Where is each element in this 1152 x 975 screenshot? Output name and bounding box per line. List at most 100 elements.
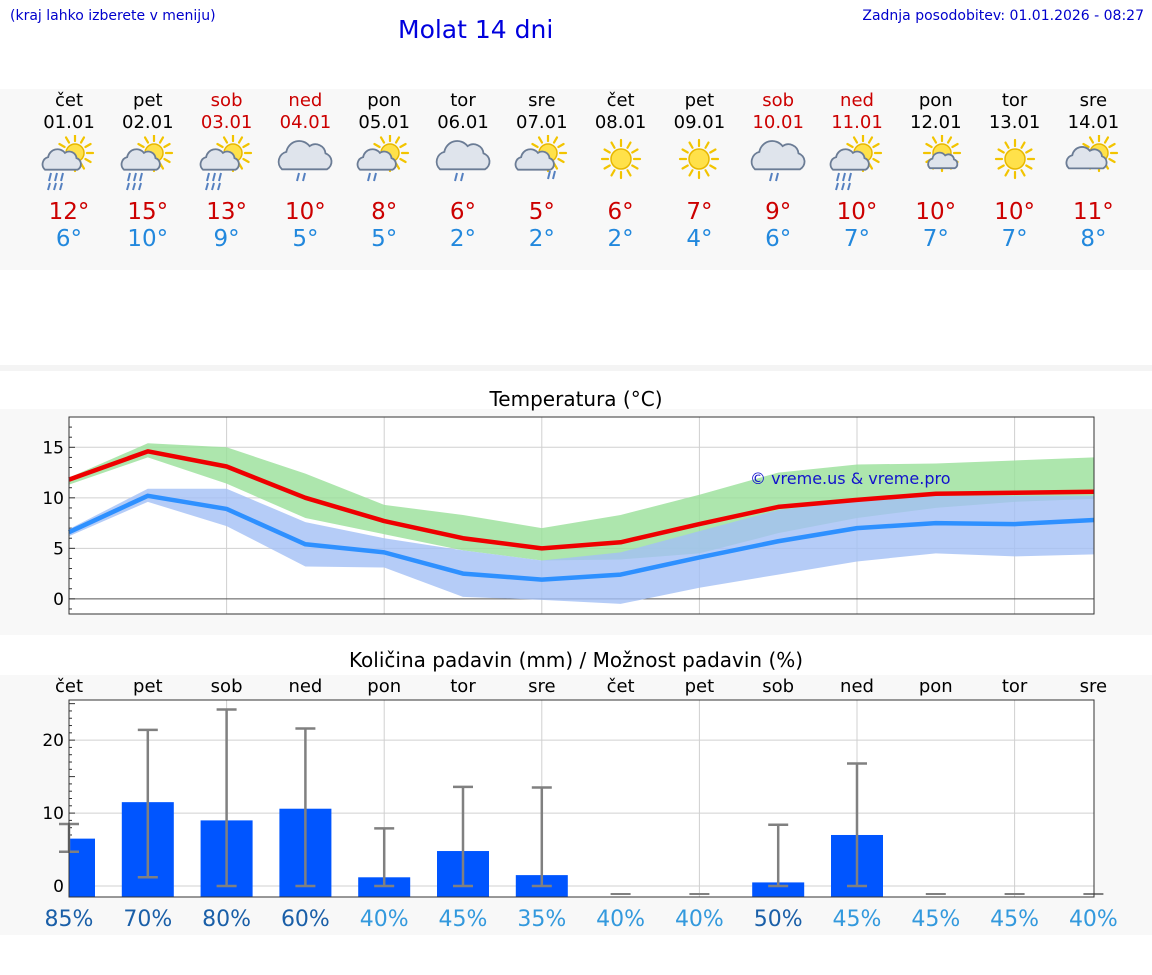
watermark-text: © vreme.us & vreme.pro (750, 469, 951, 488)
day-date: 04.01 (279, 112, 332, 133)
temp-plot-border (68, 416, 1095, 615)
precip-probability-label: 45% (990, 907, 1039, 932)
location-hint-link[interactable]: (kraj lahko izberete v meniju) (10, 8, 216, 24)
precip-probability-label: 40% (1069, 907, 1118, 932)
precip-ytick-label: 20 (42, 731, 64, 751)
precip-day-label: čet (55, 676, 83, 697)
max-temp-band (69, 443, 1094, 561)
day-min-temp: 2° (528, 226, 555, 252)
day-column: čet 08.01 6° 2° (581, 89, 661, 270)
day-min-temp: 4° (686, 226, 713, 252)
sun-icon (679, 138, 720, 180)
precip-probability-label: 60% (281, 907, 330, 932)
section-divider (0, 365, 1152, 371)
day-column: ned 04.01 10° 5° (265, 89, 345, 270)
day-column: sre 07.01 5° 2° (502, 89, 582, 270)
day-min-temp: 7° (1001, 226, 1028, 252)
precip-day-label: tor (450, 676, 476, 697)
day-name: tor (1001, 90, 1028, 111)
day-column: ned 11.01 10° 7° (817, 89, 897, 270)
max-temp-line (68, 449, 1095, 551)
day-column: pon 05.01 8° 5° (344, 89, 424, 270)
day-max-temp: 13° (206, 199, 247, 225)
day-name: sob (210, 90, 243, 111)
precipitation-chart-title: Količina padavin (mm) / Možnost padavin … (348, 648, 804, 672)
day-max-temp: 11° (1073, 199, 1114, 225)
day-min-temp: 10° (127, 226, 169, 252)
precip-day-label: sre (1080, 676, 1107, 697)
day-column: tor 06.01 6° 2° (423, 89, 503, 270)
day-max-temp: 6° (449, 199, 477, 225)
cloud-rain-icon (278, 140, 333, 182)
day-max-temp: 10° (915, 199, 957, 225)
precip-day-label: sob (762, 676, 794, 697)
precip-probability-label: 40% (360, 907, 409, 932)
day-name: sre (528, 90, 556, 111)
day-date: 14.01 (1067, 112, 1120, 133)
day-name: pet (684, 90, 715, 111)
sun-cloud-heavy-rain-icon (829, 135, 883, 191)
day-max-temp: 15° (127, 199, 169, 225)
day-date: 08.01 (594, 112, 647, 133)
day-min-temp: 9° (213, 226, 240, 252)
day-column: čet 01.01 12° 6° (29, 89, 109, 270)
precip-probability-label: 80% (202, 907, 251, 932)
temp-ytick-label: 15 (42, 438, 64, 458)
precip-bar (69, 838, 95, 897)
day-column: sre 14.01 11° 8° (1053, 89, 1133, 270)
day-name: sob (762, 90, 795, 111)
precip-probability-label: 45% (911, 907, 960, 932)
day-max-temp: 8° (371, 199, 398, 225)
precip-probability-label: 85% (45, 907, 94, 932)
temperature-chart-title: Temperatura (°C) (489, 387, 663, 411)
day-max-temp: 10° (994, 199, 1035, 225)
day-date: 03.01 (200, 112, 253, 133)
day-name: ned (288, 90, 323, 111)
precip-probability-label: 40% (675, 907, 724, 932)
day-name: pon (367, 90, 402, 111)
precip-ytick-label: 0 (53, 877, 64, 897)
day-date: 11.01 (831, 112, 883, 133)
min-temp-band (69, 488, 1094, 604)
precip-probability-label: 50% (754, 907, 803, 932)
day-min-temp: 8° (1080, 226, 1107, 252)
day-column: sob 10.01 9° 6° (738, 89, 818, 270)
day-date: 05.01 (358, 112, 410, 133)
day-min-temp: 2° (607, 226, 634, 252)
page-title: Molat 14 dni (398, 15, 554, 44)
day-min-temp: 7° (922, 226, 949, 252)
day-name: sre (1079, 90, 1108, 111)
precip-day-label: ned (288, 676, 322, 697)
temp-ytick-label: 0 (53, 590, 64, 610)
precip-day-label: pet (685, 676, 715, 697)
day-column: pon 12.01 10° 7° (896, 89, 976, 270)
day-name: pet (133, 90, 163, 111)
precip-ytick-label: 10 (42, 804, 64, 824)
sun-icon (600, 138, 641, 180)
precip-day-label: sob (211, 676, 243, 697)
precip-probability-label: 40% (596, 907, 645, 932)
day-column: pet 02.01 15° 10° (108, 89, 188, 270)
day-max-temp: 5° (528, 199, 555, 225)
day-max-temp: 10° (836, 199, 878, 225)
day-date: 13.01 (988, 112, 1041, 133)
sun-cloud-heavy-rain-icon (120, 135, 173, 191)
precip-plot-border (68, 699, 1095, 898)
precip-probability-label: 45% (439, 907, 488, 932)
cloud-rain-icon (435, 140, 491, 182)
sun-cloud-light-rain-icon (514, 135, 567, 180)
precip-bar (752, 882, 805, 897)
day-max-temp: 7° (686, 199, 713, 225)
day-name: čet (54, 90, 84, 111)
day-date: 10.01 (752, 112, 804, 133)
precip-day-label: pon (919, 676, 953, 697)
day-date: 06.01 (437, 112, 489, 133)
day-name: pon (918, 90, 953, 111)
day-date: 02.01 (122, 112, 174, 133)
min-temp-line (68, 493, 1095, 582)
sun-cloud-heavy-rain-icon (199, 135, 252, 191)
day-column: pet 09.01 7° 4° (659, 89, 739, 270)
daily-forecast-panel: čet 01.01 12° 6° pet 02.01 15° 10° sob 03.01 13° 9°… (0, 89, 1152, 270)
day-min-temp: 2° (449, 226, 477, 252)
